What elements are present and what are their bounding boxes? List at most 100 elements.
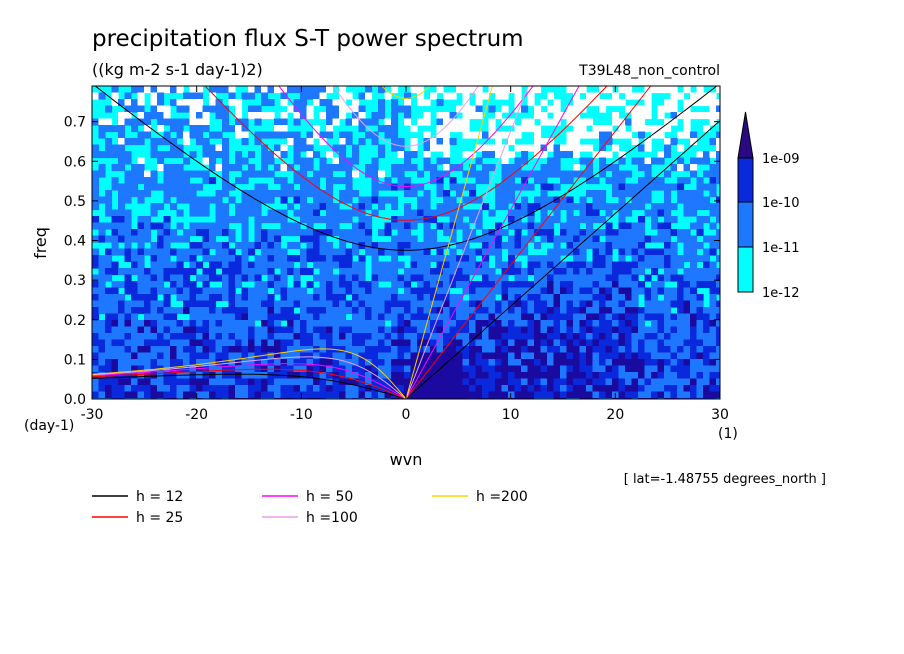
field-cell-3195 (703, 365, 711, 373)
field-cell-2296 (469, 307, 477, 315)
field-cell-872 (462, 183, 470, 191)
field-cell-1271 (709, 222, 717, 230)
field-cell-3524 (319, 391, 327, 399)
field-cell-2967 (482, 352, 490, 360)
field-cell-1179 (404, 216, 412, 224)
field-cell-2010 (352, 287, 360, 295)
field-cell-1669 (287, 261, 295, 269)
field-cell-948 (644, 190, 652, 198)
field-cell-2131 (586, 294, 594, 302)
field-cell-2539 (222, 326, 230, 334)
field-cell-3534 (384, 391, 392, 399)
field-cell-2422 (696, 313, 704, 321)
field-cell-1932 (430, 281, 438, 289)
field-cell-841 (144, 183, 152, 191)
field-cell-1407 (618, 235, 626, 243)
field-cell-1436 (254, 242, 262, 250)
field-cell-1295 (280, 229, 288, 237)
field-cell-2689 (566, 333, 574, 341)
field-cell-1654 (176, 261, 184, 269)
field-cell-1345 (683, 229, 691, 237)
field-cell-1480 (612, 242, 620, 250)
field-cell-1648 (131, 261, 139, 269)
field-cell-2598 (605, 326, 613, 334)
field-cell-1241 (410, 222, 418, 230)
field-cell-611 (716, 151, 720, 159)
field-cell-1671 (313, 261, 321, 269)
field-cell-3410 (209, 385, 217, 393)
field-cell-3081 (592, 359, 600, 367)
field-cell-181 (209, 105, 217, 113)
field-cell-2191 (397, 300, 405, 308)
field-cell-2764 (423, 339, 431, 347)
field-cell-2236 (696, 300, 704, 308)
field-cell-3533 (378, 391, 386, 399)
field-cell-407 (254, 131, 262, 139)
field-cell-1829 (235, 274, 243, 282)
field-cell-2452 (267, 320, 275, 328)
field-cell-398 (163, 131, 171, 139)
field-cell-3021 (202, 359, 210, 367)
field-cell-73 (241, 92, 249, 100)
field-cell-2620 (118, 333, 126, 341)
field-cell-1875 (592, 274, 600, 282)
field-cell-1717 (644, 261, 652, 269)
field-cell-2013 (371, 287, 379, 295)
field-cell-2927 (222, 352, 230, 360)
field-cell-3023 (215, 359, 223, 367)
field-cell-229 (144, 112, 152, 120)
field-cell-2536 (202, 326, 210, 334)
field-cell-1625 (573, 255, 581, 263)
field-cell-1633 (644, 255, 652, 263)
field-cell-2313 (579, 307, 587, 315)
field-cell-23 (300, 86, 308, 94)
field-cell-3293 (709, 372, 717, 380)
field-cell-3517 (274, 391, 282, 399)
field-cell-730 (222, 170, 230, 178)
field-cell-2831 (228, 346, 236, 354)
field-cell-1260 (586, 222, 594, 230)
field-cell-325 (501, 118, 509, 126)
field-cell-1107 (306, 209, 314, 217)
field-cell-1888 (690, 274, 698, 282)
field-cell-2647 (293, 333, 301, 341)
field-cell-2813 (111, 346, 119, 354)
field-cell-1512 (241, 248, 249, 256)
field-cell-2133 (599, 294, 607, 302)
field-cell-1546 (514, 248, 522, 256)
field-cell-2728 (189, 339, 197, 347)
field-cell-2910 (111, 352, 119, 360)
field-cell-1940 (482, 281, 490, 289)
field-cell-196 (358, 105, 366, 113)
field-cell-1499 (144, 248, 152, 256)
colorbar-band-0 (737, 246, 754, 293)
field-cell-183 (222, 105, 230, 113)
field-cell-2611 (690, 326, 698, 334)
field-cell-1405 (605, 235, 613, 243)
field-cell-958 (118, 196, 126, 204)
field-cell-2194 (417, 300, 425, 308)
field-cell-1639 (683, 255, 691, 263)
field-cell-133 (300, 99, 308, 107)
field-cell-1972 (709, 281, 717, 289)
field-cell-2405 (586, 313, 594, 321)
field-cell-1240 (404, 222, 412, 230)
field-cell-2642 (261, 333, 269, 341)
field-cell-913 (254, 190, 262, 198)
field-cell-1783 (521, 268, 529, 276)
field-cell-443 (605, 131, 613, 139)
field-cell-1878 (612, 274, 620, 282)
field-cell-2350 (222, 313, 230, 321)
field-cell-1859 (462, 274, 470, 282)
field-cell-2456 (300, 320, 308, 328)
field-cell-1622 (540, 255, 548, 263)
field-cell-517 (300, 144, 308, 152)
field-cell-1023 (150, 203, 158, 211)
field-cell-3101 (92, 365, 100, 373)
field-cell-92 (475, 92, 483, 100)
field-cell-3243 (384, 372, 392, 380)
field-cell-2462 (339, 320, 347, 328)
field-cell-2915 (144, 352, 152, 360)
field-cell-1185 (456, 216, 464, 224)
field-cell-1467 (501, 242, 509, 250)
